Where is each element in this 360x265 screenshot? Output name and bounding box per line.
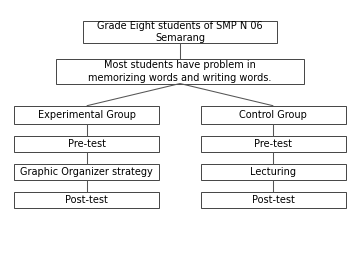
Text: Pre-test: Pre-test bbox=[254, 139, 292, 149]
Text: Grade Eight students of SMP N 06
Semarang: Grade Eight students of SMP N 06 Semaran… bbox=[97, 21, 263, 43]
FancyBboxPatch shape bbox=[14, 192, 159, 207]
Text: Pre-test: Pre-test bbox=[68, 139, 106, 149]
Text: Most students have problem in
memorizing words and writing words.: Most students have problem in memorizing… bbox=[88, 60, 272, 83]
Text: Post-test: Post-test bbox=[252, 195, 295, 205]
FancyBboxPatch shape bbox=[201, 164, 346, 180]
Text: Control Group: Control Group bbox=[239, 110, 307, 120]
Text: Post-test: Post-test bbox=[65, 195, 108, 205]
FancyBboxPatch shape bbox=[14, 106, 159, 123]
FancyBboxPatch shape bbox=[55, 59, 305, 83]
Text: Lecturing: Lecturing bbox=[250, 167, 296, 177]
Text: Experimental Group: Experimental Group bbox=[38, 110, 136, 120]
FancyBboxPatch shape bbox=[201, 192, 346, 207]
FancyBboxPatch shape bbox=[14, 136, 159, 152]
FancyBboxPatch shape bbox=[201, 106, 346, 123]
FancyBboxPatch shape bbox=[14, 164, 159, 180]
FancyBboxPatch shape bbox=[83, 21, 277, 43]
FancyBboxPatch shape bbox=[201, 136, 346, 152]
Text: Graphic Organizer strategy: Graphic Organizer strategy bbox=[20, 167, 153, 177]
